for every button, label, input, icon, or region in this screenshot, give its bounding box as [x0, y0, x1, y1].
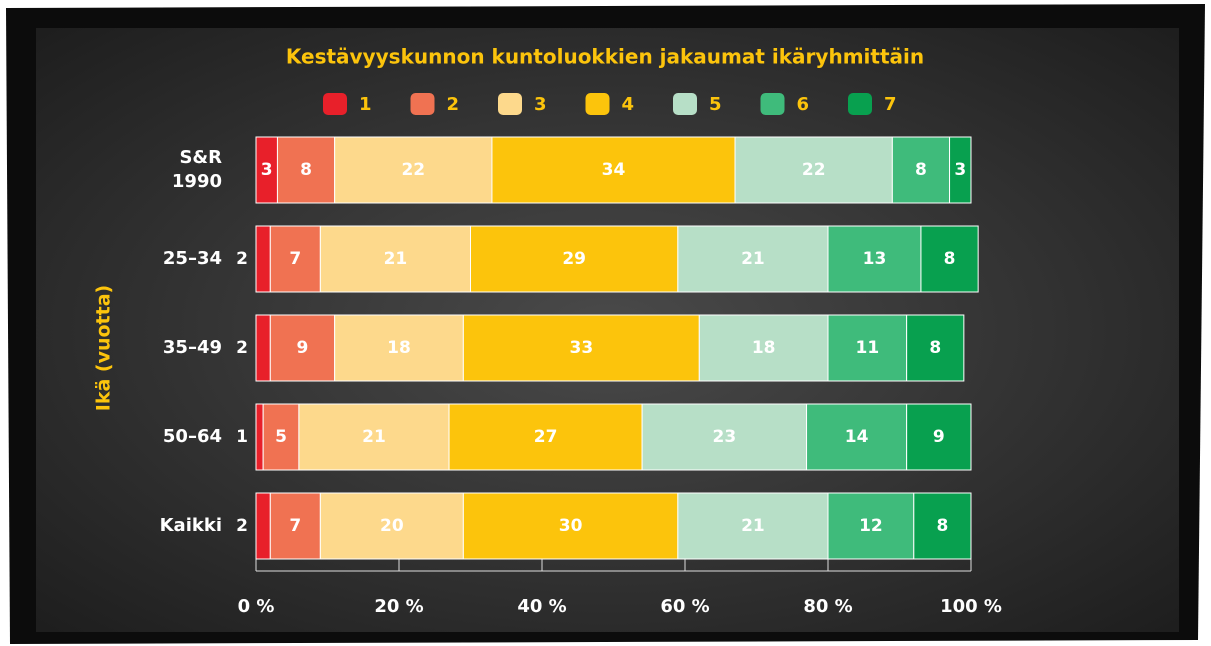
legend-label: 7 [884, 94, 897, 115]
value-label: 3 [261, 160, 273, 180]
bar-segment [827, 314, 908, 382]
value-label: 18 [387, 338, 411, 358]
value-label: 9 [933, 427, 945, 447]
y-tick-label: S&R 1990 [172, 147, 222, 192]
bar-segment [734, 136, 893, 204]
y-tick-label: Kaikki [160, 515, 222, 536]
value-label: 30 [559, 516, 583, 536]
chart-title: Kestävyyskunnon kuntoluokkien jakaumat i… [286, 45, 924, 69]
legend-swatch [673, 93, 697, 115]
value-label: 2 [236, 338, 248, 358]
value-label: 9 [297, 338, 309, 358]
bar-segment [677, 225, 829, 293]
x-tick-label: 60 % [660, 596, 709, 617]
legend-swatch [760, 93, 785, 115]
bar-segment [641, 403, 808, 471]
bar-segment [827, 492, 915, 560]
value-label: 18 [752, 338, 776, 358]
bar-segment [677, 492, 829, 560]
value-label: 8 [929, 338, 941, 358]
bar-segment [891, 136, 951, 204]
value-label: 21 [362, 427, 386, 447]
value-label: 8 [915, 160, 927, 180]
bar-segment [491, 136, 736, 204]
bar-segment [255, 403, 264, 471]
legend-label: 3 [534, 94, 547, 115]
bar-segment [920, 225, 979, 293]
value-label: 7 [289, 516, 301, 536]
bar-segment [255, 225, 271, 293]
value-label: 33 [569, 338, 593, 358]
value-label: 11 [855, 338, 879, 358]
value-label: 2 [236, 249, 248, 269]
bar-segment [827, 225, 922, 293]
legend-label: 6 [797, 94, 810, 115]
value-label: 23 [712, 427, 736, 447]
legend-swatch [323, 93, 347, 115]
bar-segment [269, 225, 321, 293]
value-label: 2 [236, 516, 248, 536]
bar-segment [462, 314, 700, 382]
value-label: 22 [802, 160, 826, 180]
value-label: 21 [741, 516, 765, 536]
bar-segment [806, 403, 908, 471]
bar-segment [698, 314, 829, 382]
value-label: 7 [289, 249, 301, 269]
x-tick-label: 80 % [803, 596, 852, 617]
bar-segment [319, 225, 471, 293]
value-label: 34 [602, 160, 626, 180]
value-label: 20 [380, 516, 404, 536]
bar-segment [269, 492, 321, 560]
value-label: 21 [741, 249, 765, 269]
legend-label: 4 [622, 94, 635, 115]
x-tick-label: 0 % [238, 596, 275, 617]
value-label: 22 [401, 160, 425, 180]
value-label: 21 [384, 249, 408, 269]
bar-segment [269, 314, 336, 382]
value-label: 12 [859, 516, 883, 536]
bar-segment [906, 314, 965, 382]
value-label: 1 [236, 427, 248, 447]
bar-segment [255, 314, 271, 382]
bar-segment [262, 403, 300, 471]
bar-segment [913, 492, 972, 560]
bar-segment [949, 136, 972, 204]
value-label: 5 [275, 427, 287, 447]
value-label: 8 [944, 249, 956, 269]
y-tick-label: 25–34 [163, 248, 222, 269]
value-label: 27 [534, 427, 558, 447]
x-tick-label: 20 % [374, 596, 423, 617]
legend-swatch [410, 93, 435, 115]
value-label: 3 [954, 160, 966, 180]
bar-segment [334, 314, 464, 382]
bar-segment [448, 403, 643, 471]
x-tick-label: 100 % [940, 596, 1002, 617]
x-tick-label: 40 % [517, 596, 566, 617]
value-label: 14 [845, 427, 869, 447]
bar-segment [470, 225, 679, 293]
legend-label: 1 [359, 94, 372, 115]
legend-swatch [585, 93, 610, 115]
value-label: 8 [936, 516, 948, 536]
value-label: 8 [300, 160, 312, 180]
bar-segment [298, 403, 450, 471]
value-label: 29 [562, 249, 586, 269]
value-label: 13 [863, 249, 887, 269]
legend-swatch [848, 93, 872, 115]
legend-label: 2 [447, 94, 460, 115]
bar-segment [906, 403, 972, 471]
y-axis-label: Ikä (vuotta) [93, 285, 115, 411]
y-tick-label: 35–49 [163, 337, 222, 358]
bar-segment [462, 492, 679, 560]
legend-label: 5 [709, 94, 722, 115]
legend-swatch [498, 93, 522, 115]
y-tick-label: 50–64 [163, 426, 222, 447]
bar-segment [255, 492, 271, 560]
